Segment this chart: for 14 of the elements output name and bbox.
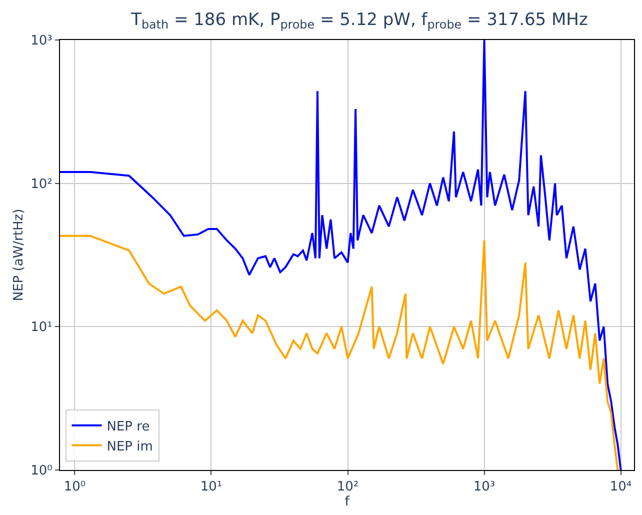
- y-axis-title: NEP (aW/rtHz): [12, 208, 27, 302]
- x-tick-label: 10³: [473, 480, 496, 495]
- legend-label: NEP re: [106, 419, 150, 434]
- y-tick-label: 10⁰: [30, 464, 52, 479]
- x-axis-title: f: [344, 494, 350, 510]
- x-tick-label: 10¹: [200, 480, 222, 495]
- y-tick-label: 10³: [30, 34, 52, 49]
- x-tick-label: 10⁴: [610, 480, 632, 495]
- x-tick-label: 10⁰: [64, 480, 86, 495]
- y-tick-label: 10²: [30, 176, 52, 192]
- y-tick-label: 10¹: [30, 320, 52, 336]
- legend-label: NEP im: [106, 439, 153, 454]
- chart-title: T$_{bath}$ = 186 mK, P$_{probe}$ = 5.12 pW, f$_{probe}$ = 317.65 MHz: [130, 10, 588, 32]
- x-tick-label: 10²: [336, 480, 359, 495]
